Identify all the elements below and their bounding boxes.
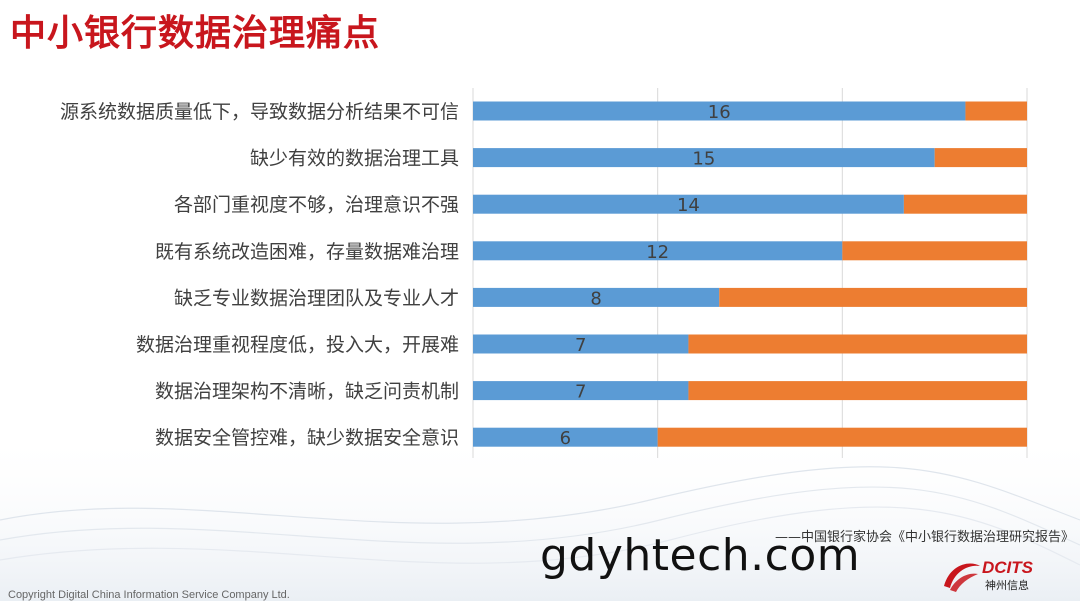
bar-primary: [473, 148, 935, 168]
bar-remainder: [688, 334, 1027, 354]
copyright-text: Copyright Digital China Information Serv…: [8, 589, 290, 601]
bar-remainder: [965, 101, 1027, 121]
data-label: 16: [708, 102, 731, 123]
bar-primary: [473, 194, 904, 214]
bar-remainder: [934, 148, 1027, 168]
source-citation: ——中国银行家协会《中小银行数据治理研究报告》: [774, 530, 1074, 545]
dcits-logo: DCITS 神州信息: [940, 556, 1050, 596]
category-label: 各部门重视度不够，治理意识不强: [174, 194, 459, 216]
bar-chart: 源系统数据质量低下，导致数据分析结果不可信 16 缺少有效的数据治理工具 15 各部门重…: [60, 88, 1028, 458]
data-label: 7: [575, 382, 586, 403]
bar-primary: [473, 381, 689, 401]
bar-primary: [473, 287, 720, 307]
data-label: 12: [646, 242, 669, 263]
page-title: 中小银行数据治理痛点: [10, 13, 381, 54]
bar-primary: [473, 241, 843, 261]
bar-remainder: [657, 427, 1027, 447]
category-label: 源系统数据质量低下，导致数据分析结果不可信: [60, 101, 459, 123]
category-label: 数据治理架构不清晰，缺乏问责机制: [155, 381, 459, 403]
bar-remainder: [842, 241, 1027, 261]
logo-subtitle: 神州信息: [985, 579, 1029, 592]
data-label: 14: [677, 195, 700, 216]
category-label: 既有系统改造困难，存量数据难治理: [155, 241, 459, 263]
bar-primary: [473, 334, 689, 354]
data-label: 15: [692, 149, 715, 170]
data-label: 6: [560, 428, 571, 449]
bar-primary: [473, 101, 966, 121]
watermark-text: gdyhtech.com: [540, 530, 861, 581]
category-label: 缺少有效的数据治理工具: [250, 148, 459, 170]
bar-remainder: [688, 381, 1027, 401]
bar-primary: [473, 427, 658, 447]
logo-name: DCITS: [982, 558, 1033, 577]
data-label: 8: [590, 288, 601, 309]
category-label: 缺乏专业数据治理团队及专业人才: [174, 287, 459, 309]
bar-remainder: [719, 287, 1027, 307]
category-label: 数据安全管控难，缺少数据安全意识: [155, 427, 459, 449]
dcits-logo-mark-icon: [944, 563, 980, 592]
category-label: 数据治理重视程度低，投入大，开展难: [136, 334, 459, 356]
bar-remainder: [903, 194, 1027, 214]
data-label: 7: [575, 335, 586, 356]
